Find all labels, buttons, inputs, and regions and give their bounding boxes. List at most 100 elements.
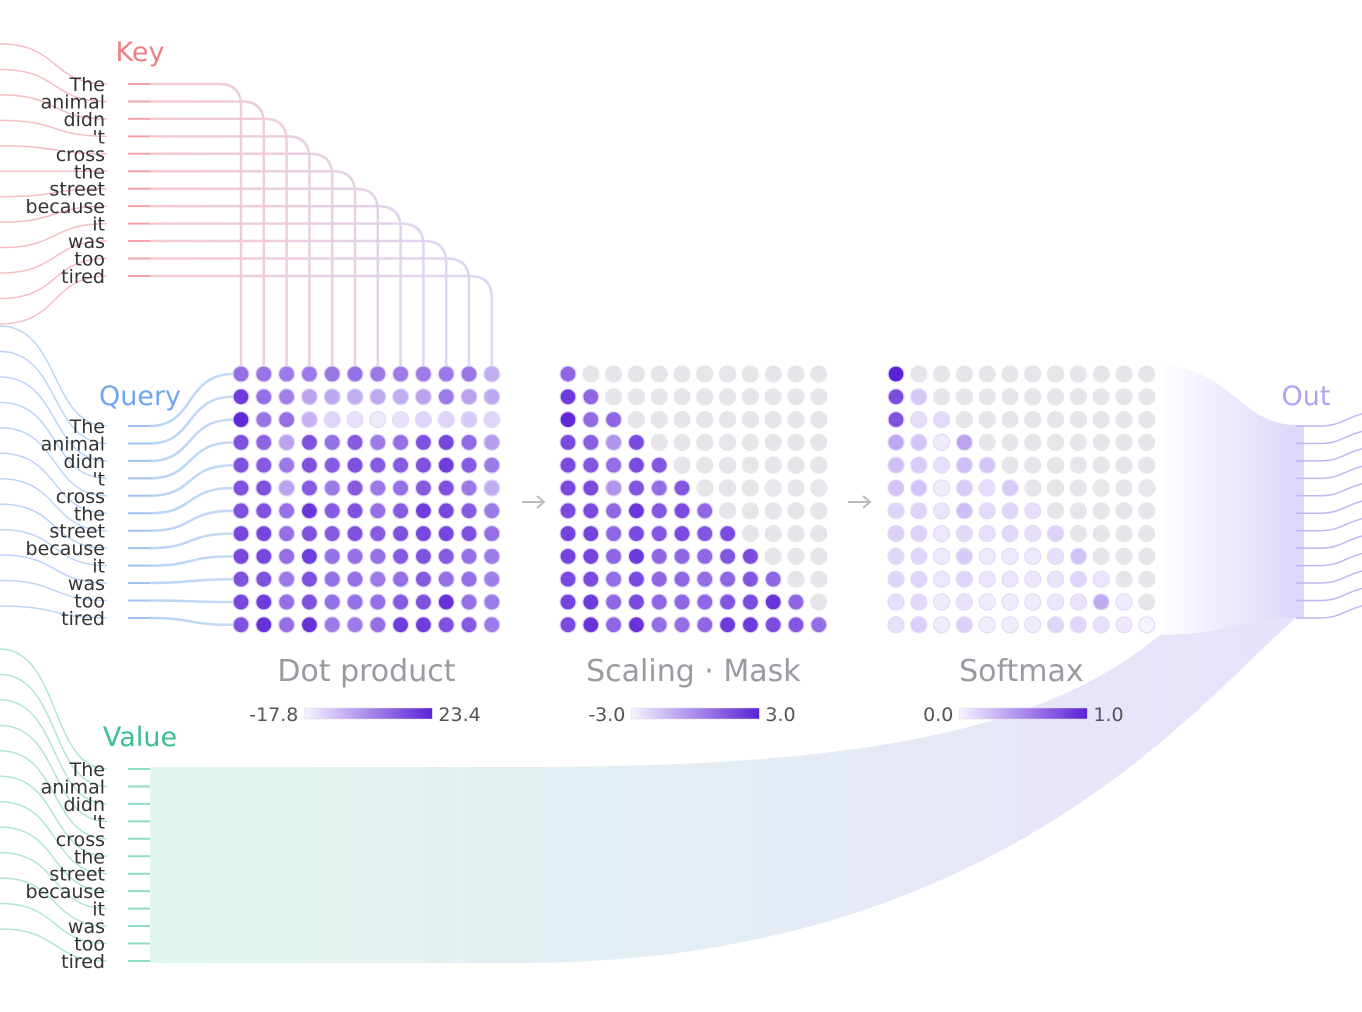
query-line [149,486,234,515]
cell [369,502,387,520]
cell [346,411,364,429]
cell [741,456,760,474]
token: it [92,556,105,578]
cell [1001,365,1019,383]
cell [787,524,805,543]
cell [810,456,828,474]
token: street [49,864,105,886]
token: 't [92,126,105,148]
cell [1115,365,1133,383]
cell [1069,616,1088,634]
cell [810,593,828,611]
cell [346,365,364,383]
token: because [26,881,105,903]
out-line [1296,552,1362,567]
cell [696,433,714,451]
cell [764,365,782,383]
token: was [68,573,105,595]
cell [718,616,737,634]
cell [346,547,364,566]
key-line [150,117,288,366]
cell [392,365,410,383]
cell [460,570,478,588]
cell [955,388,974,406]
cell [604,456,623,474]
cell [300,547,318,566]
cell [1115,593,1133,611]
cell [1046,570,1065,588]
cell [369,411,387,429]
cell [255,570,273,588]
token: The [69,74,105,96]
cell [1001,570,1019,588]
cell [673,547,691,566]
cell [1024,388,1042,406]
cell [718,433,737,451]
cell [483,524,501,543]
cell [673,524,691,543]
cell [414,456,432,474]
connections [0,43,1362,963]
cell [483,456,501,474]
cell [978,524,996,543]
cell [414,616,432,634]
cell [414,547,432,566]
out-label: Out [1282,381,1331,412]
input-curve [0,222,108,249]
cell [437,365,455,383]
cell [741,616,760,634]
cell [1024,547,1042,566]
cell [1092,502,1110,520]
cell [460,616,478,634]
cell [887,388,905,406]
cell [1024,570,1042,588]
cell [650,502,668,520]
cell [483,616,501,634]
cell [278,616,296,634]
cell [764,433,782,451]
cell [323,502,341,520]
cell [582,456,600,474]
cell [392,502,410,520]
cell [887,365,905,383]
cell [978,502,996,520]
matrix-title: Dot product [277,654,455,689]
cell [414,479,432,497]
cell [582,411,600,429]
cell [232,570,250,588]
cell [278,502,296,520]
cell [696,502,714,520]
cell [1115,388,1133,406]
cell [604,547,623,566]
input-curve [0,826,108,892]
cell [627,411,646,429]
cell [323,388,341,406]
cell [741,433,760,451]
cell [392,524,410,543]
key-label: Key [116,37,165,68]
cell [323,456,341,474]
cell [718,593,737,611]
arrow [522,495,546,509]
cell [1092,388,1110,406]
cell [955,456,974,474]
cell [718,388,737,406]
out-line [1296,535,1362,549]
cell [910,388,928,406]
cell [369,547,387,566]
cell [810,547,828,566]
cell [650,456,668,474]
cell [346,570,364,588]
input-curve [0,401,108,480]
cell [232,365,250,383]
token: street [49,521,105,543]
cell [810,524,828,543]
cell [604,411,623,429]
colorbar-max: 1.0 [1093,704,1123,726]
cell [810,433,828,451]
cell [559,411,577,429]
cell [1046,524,1065,543]
cell [460,479,478,497]
token: tired [61,266,105,288]
cell [1001,502,1019,520]
